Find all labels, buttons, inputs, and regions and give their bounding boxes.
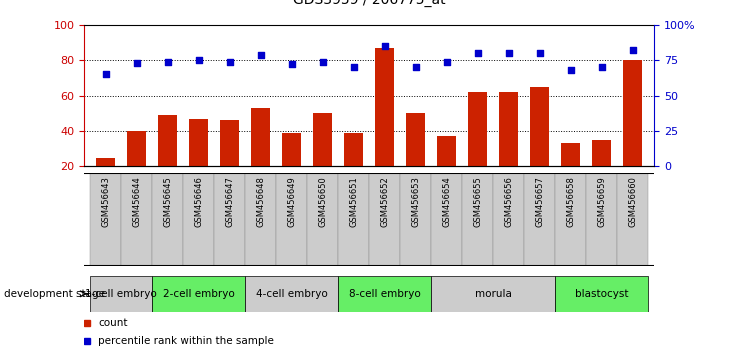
Text: GSM456651: GSM456651	[349, 176, 358, 227]
Text: 2-cell embryo: 2-cell embryo	[163, 289, 235, 299]
Text: GSM456649: GSM456649	[287, 176, 296, 227]
Bar	[152, 173, 183, 266]
Bar	[524, 173, 555, 266]
Text: 4-cell embryo: 4-cell embryo	[256, 289, 327, 299]
Bar	[282, 133, 301, 166]
Bar	[406, 113, 425, 166]
Bar	[555, 276, 648, 312]
Bar	[159, 115, 177, 166]
Point	[410, 64, 422, 70]
Bar	[493, 173, 524, 266]
Text: count: count	[98, 318, 128, 328]
Bar	[221, 120, 239, 166]
Bar	[586, 173, 617, 266]
Text: GSM456653: GSM456653	[411, 176, 420, 227]
Bar	[561, 143, 580, 166]
Bar	[127, 131, 146, 166]
Bar	[189, 119, 208, 166]
Text: GSM456643: GSM456643	[102, 176, 110, 227]
Text: 8-cell embryo: 8-cell embryo	[349, 289, 420, 299]
Text: blastocyst: blastocyst	[575, 289, 629, 299]
Bar	[96, 158, 115, 166]
Point	[596, 64, 607, 70]
Point	[503, 50, 515, 56]
Bar	[276, 173, 307, 266]
Point	[193, 57, 205, 63]
Text: GSM456647: GSM456647	[225, 176, 234, 227]
Text: 1-cell embryo: 1-cell embryo	[86, 289, 157, 299]
Point	[379, 43, 390, 49]
Bar	[462, 173, 493, 266]
Point	[255, 52, 267, 57]
Text: GSM456660: GSM456660	[628, 176, 637, 227]
Bar	[90, 276, 152, 312]
Bar	[90, 173, 121, 266]
Text: percentile rank within the sample: percentile rank within the sample	[98, 336, 274, 346]
Point	[441, 59, 452, 64]
Text: GSM456659: GSM456659	[597, 176, 606, 227]
Bar	[499, 92, 518, 166]
Bar	[400, 173, 431, 266]
Text: GSM456645: GSM456645	[163, 176, 173, 227]
Bar	[617, 173, 648, 266]
Point	[131, 60, 143, 66]
Text: GSM456654: GSM456654	[442, 176, 451, 227]
Bar	[530, 87, 549, 166]
Text: development stage: development stage	[4, 289, 105, 299]
Text: GSM456657: GSM456657	[535, 176, 544, 227]
Bar	[369, 173, 400, 266]
Point	[162, 59, 173, 64]
Bar	[555, 173, 586, 266]
Point	[317, 59, 328, 64]
Point	[471, 50, 483, 56]
Point	[224, 59, 235, 64]
Bar	[245, 173, 276, 266]
Point	[534, 50, 545, 56]
Bar	[338, 173, 369, 266]
Bar	[437, 136, 456, 166]
Text: GSM456650: GSM456650	[318, 176, 327, 227]
Bar	[245, 276, 338, 312]
Bar	[469, 92, 487, 166]
Bar	[307, 173, 338, 266]
Text: morula: morula	[474, 289, 512, 299]
Bar	[214, 173, 245, 266]
Point	[100, 72, 112, 77]
Bar	[121, 173, 152, 266]
Point	[286, 62, 298, 67]
Bar	[338, 276, 431, 312]
Text: GSM456646: GSM456646	[194, 176, 203, 227]
Text: GSM456656: GSM456656	[504, 176, 513, 227]
Text: GDS3959 / 206775_at: GDS3959 / 206775_at	[293, 0, 445, 7]
Bar	[431, 276, 555, 312]
Text: GSM456648: GSM456648	[256, 176, 265, 227]
Bar	[375, 48, 394, 166]
Point	[626, 47, 638, 53]
Bar	[314, 113, 332, 166]
Point	[348, 64, 360, 70]
Text: GSM456644: GSM456644	[132, 176, 141, 227]
Text: GSM456658: GSM456658	[566, 176, 575, 227]
Bar	[183, 173, 214, 266]
Bar	[592, 140, 611, 166]
Bar	[431, 173, 462, 266]
Text: GSM456655: GSM456655	[473, 176, 482, 227]
Point	[565, 67, 577, 73]
Bar	[251, 108, 270, 166]
Bar	[624, 60, 642, 166]
Bar	[152, 276, 245, 312]
Bar	[344, 133, 363, 166]
Text: GSM456652: GSM456652	[380, 176, 389, 227]
